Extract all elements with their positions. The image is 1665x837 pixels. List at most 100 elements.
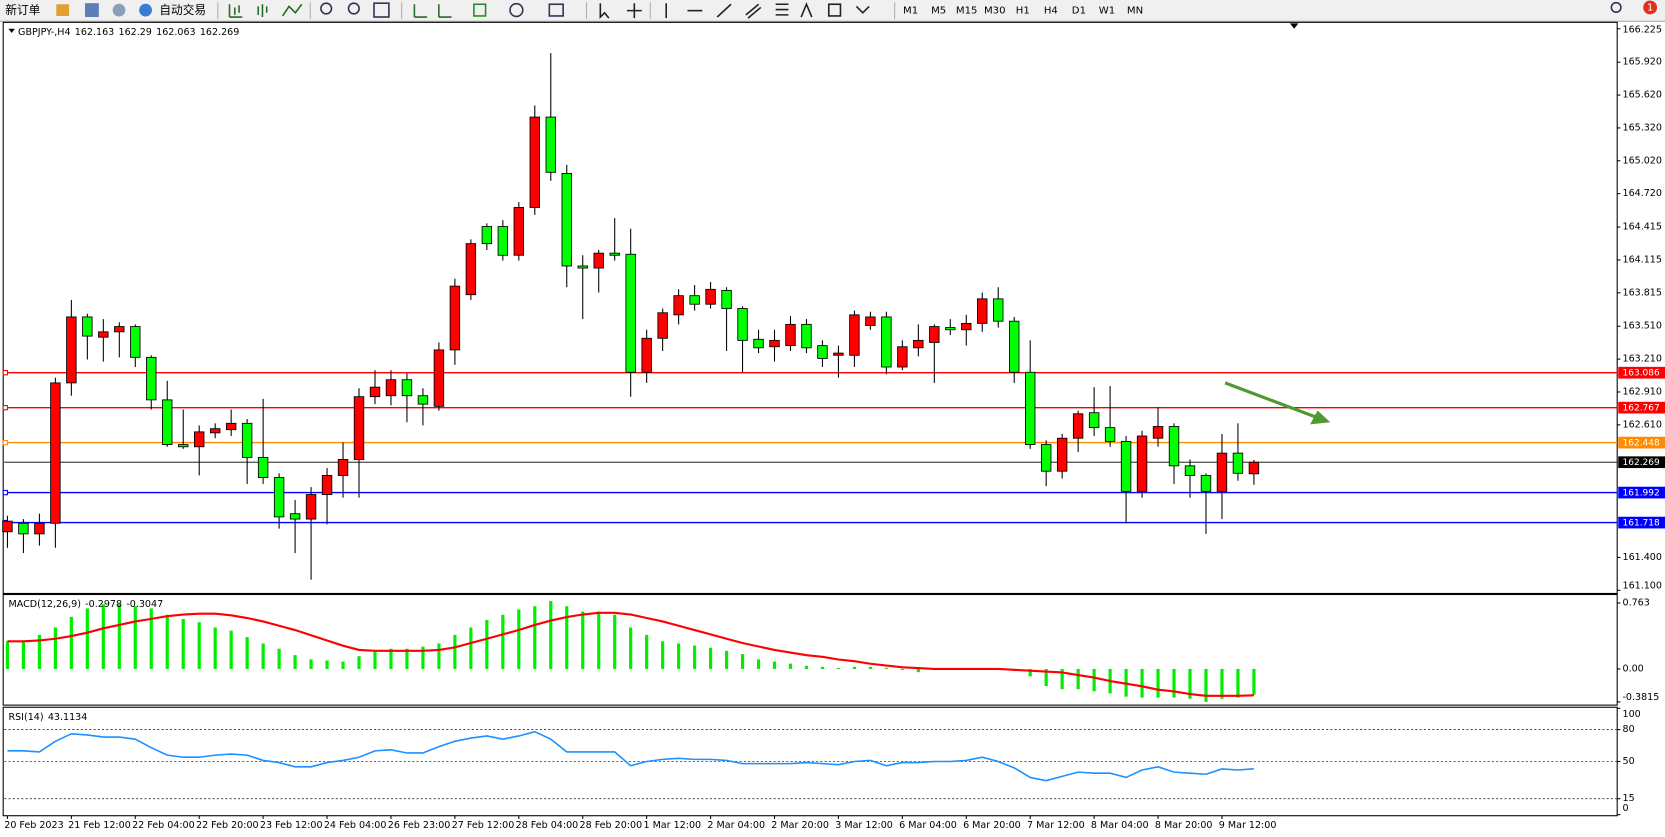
level-handle — [2, 370, 8, 376]
icon[interactable] — [112, 3, 126, 17]
macd-bar — [1140, 668, 1144, 698]
symbol-header-part: GBPJPY-,H4 — [18, 26, 70, 37]
candle-body — [929, 326, 940, 343]
candle-body — [1168, 426, 1180, 467]
level-label-box — [1618, 486, 1665, 499]
candle-body — [513, 207, 525, 256]
timeframe-button[interactable]: M5 — [931, 6, 946, 17]
signal-line — [7, 611, 1254, 697]
candle-body — [497, 226, 509, 256]
level-label-box — [1618, 516, 1665, 529]
macd-bar — [245, 637, 249, 669]
search-icon[interactable] — [1610, 1, 1622, 14]
icon[interactable] — [85, 3, 99, 18]
x-tick-label: 28 Feb 20:00 — [580, 820, 643, 831]
macd-bar — [277, 648, 281, 669]
timeframe-button[interactable]: W1 — [1099, 6, 1115, 17]
y-tick-label: 164.115 — [1622, 254, 1661, 265]
candle-body — [82, 316, 93, 337]
candle-body — [18, 522, 29, 535]
candle-body — [641, 337, 652, 373]
macd-bar — [724, 650, 729, 669]
candle-body — [433, 349, 445, 407]
macd-bar — [1044, 668, 1048, 686]
timeframe-button[interactable]: M1 — [903, 6, 918, 17]
macd-bar — [868, 666, 872, 669]
candle-body — [353, 396, 365, 460]
candle-body — [545, 116, 556, 173]
candle-body — [1040, 444, 1052, 472]
candle-body — [753, 338, 764, 349]
y-tick-label: 162.610 — [1622, 419, 1661, 430]
x-tick-label: 3 Mar 12:00 — [835, 820, 893, 831]
level-label-box — [1618, 366, 1665, 379]
macd-bar — [820, 666, 825, 669]
macd-bar — [549, 600, 553, 669]
macd-bar — [533, 606, 537, 669]
y-tick-label: 162.910 — [1622, 386, 1661, 397]
macd-bar — [69, 616, 73, 669]
candle-body — [1024, 371, 1036, 446]
candle-body — [881, 316, 892, 368]
macd-bar — [1220, 668, 1224, 699]
macd-bar — [661, 641, 665, 669]
notification-badge[interactable] — [1643, 0, 1658, 15]
macd-bar — [485, 620, 489, 669]
separators — [217, 2, 896, 20]
candle-body — [162, 399, 173, 446]
new-order-button[interactable]: 新订单 — [5, 3, 40, 17]
macd-bar — [645, 634, 649, 669]
y-tick-label: 80 — [1622, 724, 1634, 735]
y-tick-label: 163.510 — [1622, 321, 1661, 332]
symbol-header-part: 162.163 — [75, 26, 114, 37]
candle-body — [673, 295, 684, 316]
macd-bar — [1204, 668, 1208, 702]
chart-tools[interactable] — [228, 2, 870, 19]
candle-body — [305, 494, 317, 520]
macd-bar — [325, 660, 329, 669]
macd-bar — [373, 651, 377, 669]
macd-bar — [565, 606, 569, 669]
macd-bar — [900, 668, 904, 671]
candle-body — [1216, 452, 1228, 492]
macd-bar — [597, 611, 601, 669]
timeframe-button[interactable]: H4 — [1044, 6, 1058, 17]
candle-body — [1200, 475, 1212, 492]
macd-bar — [405, 648, 409, 669]
icon[interactable] — [56, 4, 70, 16]
auto-trading-button[interactable]: 自动交易 — [159, 3, 206, 17]
x-tick-label: 8 Mar 20:00 — [1155, 820, 1213, 831]
level-label-box — [1618, 401, 1665, 414]
timeframe-button[interactable]: D1 — [1072, 6, 1086, 17]
y-tick-label: 163.815 — [1622, 287, 1661, 298]
macd-bar — [309, 659, 313, 669]
candle-body — [1120, 440, 1132, 492]
candle-body — [449, 285, 461, 351]
annotation-arrow-head — [1310, 410, 1331, 425]
macd-bar — [693, 645, 697, 669]
candle-body — [289, 513, 301, 520]
notification-count[interactable]: 1 — [1647, 2, 1653, 13]
y-tick-label: 0.763 — [1622, 598, 1649, 609]
macd-bar — [117, 604, 121, 669]
x-tick-label: 22 Feb 20:00 — [196, 820, 259, 831]
x-tick-label: 7 Mar 12:00 — [1027, 820, 1085, 831]
symbol-header-part: 162.269 — [200, 26, 239, 37]
macd-bar — [629, 627, 633, 669]
macd-bar — [469, 627, 473, 669]
x-tick-label: 6 Mar 04:00 — [899, 820, 957, 831]
timeframe-button[interactable]: MN — [1127, 6, 1143, 17]
symbol-menu-marker — [8, 28, 15, 33]
auto-trading-icon[interactable] — [139, 3, 152, 17]
x-tick-label: 2 Mar 20:00 — [771, 820, 829, 831]
timeframe-button[interactable]: M30 — [984, 6, 1006, 17]
y-tick-label: 166.225 — [1622, 24, 1661, 35]
level-handle — [2, 489, 8, 496]
candle-body — [1232, 452, 1244, 474]
candle-body — [369, 386, 381, 398]
timeframe-button[interactable]: H1 — [1016, 6, 1030, 17]
macd-bar — [1060, 668, 1064, 690]
timeframe-button[interactable]: M15 — [956, 6, 978, 17]
candle-body — [1184, 465, 1196, 476]
macd-bar — [501, 614, 505, 669]
